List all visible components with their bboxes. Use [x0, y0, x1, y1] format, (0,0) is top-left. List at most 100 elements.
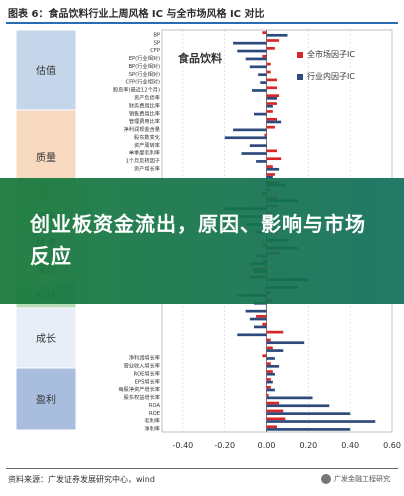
bar-market-44: [266, 378, 271, 381]
wechat-icon: [321, 474, 331, 484]
bar-market-7: [266, 86, 277, 90]
category-label-1: SP: [154, 40, 160, 46]
bar-industry-2: [237, 49, 267, 53]
bar-industry-41: [266, 357, 275, 360]
bar-industry-48: [266, 412, 351, 415]
bar-industry-4: [249, 65, 267, 69]
bar-market-50: [266, 425, 277, 429]
category-label-10: 销售费用比率: [129, 109, 160, 117]
category-label-5: SP(行业相对): [129, 70, 160, 78]
bar-market-43: [266, 370, 273, 373]
category-label-20: ROE增长率: [133, 369, 160, 377]
bar-industry-37: [254, 325, 267, 329]
bar-market-45: [266, 385, 271, 389]
bar-industry-49: [266, 420, 376, 423]
category-label-25: ROE: [149, 411, 160, 417]
bar-industry-7: [251, 89, 267, 92]
bar-industry-16: [256, 160, 267, 163]
legend-item-industry: 行业内因子IC: [297, 66, 355, 88]
bar-industry-36: [249, 317, 267, 321]
bar-market-10: [266, 110, 273, 113]
bar-market-18: [266, 173, 275, 176]
category-label-0: BP: [153, 32, 160, 38]
bar-industry-5: [258, 73, 267, 77]
category-label-2: CFP: [150, 48, 160, 54]
bar-market-46: [266, 393, 269, 397]
bar-industry-42: [266, 365, 280, 368]
group-label-6: 成长: [36, 333, 56, 345]
x-tick-label-2: 0.00: [258, 441, 276, 450]
bar-market-36: [256, 315, 267, 318]
bar-industry-39: [266, 341, 305, 345]
bar-market-17: [266, 165, 273, 168]
group-panel-7: [15, 367, 77, 431]
bar-industry-35: [245, 309, 267, 313]
bar-industry-40: [266, 349, 284, 352]
bar-market-2: [266, 47, 275, 50]
category-label-3: EP(行业相对): [129, 54, 160, 62]
legend-label-industry: 行业内因子IC: [307, 72, 355, 81]
category-label-27: 净利率: [144, 425, 160, 433]
bar-industry-11: [266, 120, 282, 124]
bar-market-48: [266, 409, 284, 413]
bar-industry-15: [241, 152, 267, 155]
bar-market-3: [262, 54, 267, 58]
bar-industry-44: [266, 380, 273, 384]
legend-item-market: 全市场因子IC: [297, 44, 355, 66]
category-label-8: 资产负债率: [134, 94, 160, 102]
x-tick-label-0: -0.40: [173, 441, 194, 450]
figure-title: 图表 6：食品饮料行业上周风格 IC 与全市场风格 IC 对比: [8, 9, 265, 20]
category-label-11: 管理费用比率: [129, 117, 160, 125]
bar-industry-45: [266, 388, 275, 392]
watermark-text: 广发金融工程研究: [334, 475, 390, 483]
bar-industry-14: [249, 144, 267, 147]
x-tick-label-3: 0.20: [299, 441, 317, 450]
bar-industry-47: [266, 404, 330, 408]
bar-market-47: [266, 401, 280, 405]
group-label-0: 估值: [36, 64, 56, 77]
x-tick-label-1: -0.20: [214, 441, 235, 450]
bar-market-37: [262, 322, 267, 326]
chart-title: 食品饮料: [178, 52, 222, 65]
bar-industry-10: [254, 112, 267, 116]
bar-market-15: [266, 149, 277, 153]
overlay-banner-text: 创业板资金流出，原因、影响与市场反应: [30, 212, 366, 268]
category-label-4: BP(行业相对): [129, 62, 161, 70]
bar-market-49: [266, 417, 286, 421]
bar-industry-9: [266, 104, 273, 108]
bar-market-38: [266, 330, 284, 334]
bar-industry-0: [266, 33, 288, 37]
category-label-14: 资产周转率: [134, 141, 160, 149]
bar-market-13: [264, 133, 267, 137]
bar-industry-38: [237, 333, 267, 337]
group-label-7: 盈利: [36, 394, 56, 406]
legend-swatch-industry: [297, 73, 303, 80]
bar-industry-18: [266, 175, 273, 179]
bar-market-4: [266, 62, 271, 66]
category-label-17: 资产增长率: [134, 164, 160, 172]
chart-legend: 全市场因子IC 行业内因子IC: [297, 44, 355, 88]
category-label-26: 毛利率: [144, 417, 160, 425]
group-panel-0: [15, 29, 77, 111]
bar-market-0: [262, 31, 267, 34]
bar-industry-50: [266, 428, 351, 431]
bar-industry-8: [266, 97, 277, 100]
category-label-22: 每股净资产增长率: [118, 385, 160, 393]
bar-market-11: [266, 117, 277, 121]
bar-market-40: [266, 346, 273, 350]
bar-market-41: [262, 354, 267, 358]
legend-label-market: 全市场因子IC: [307, 50, 355, 59]
x-tick-label-4: 0.40: [341, 441, 359, 450]
bar-market-1: [266, 39, 280, 42]
bar-industry-1: [233, 41, 267, 45]
category-label-16: 1个月反转因子: [126, 157, 160, 165]
bar-industry-46: [266, 396, 313, 400]
category-label-13: 股东数变化: [134, 133, 160, 141]
category-label-24: ROA: [149, 403, 161, 409]
bar-industry-43: [266, 372, 275, 376]
bar-industry-6: [260, 81, 267, 84]
legend-swatch-market: [297, 51, 303, 58]
bar-industry-3: [245, 57, 267, 61]
category-label-7: 股息率(最近12个月): [113, 86, 160, 94]
